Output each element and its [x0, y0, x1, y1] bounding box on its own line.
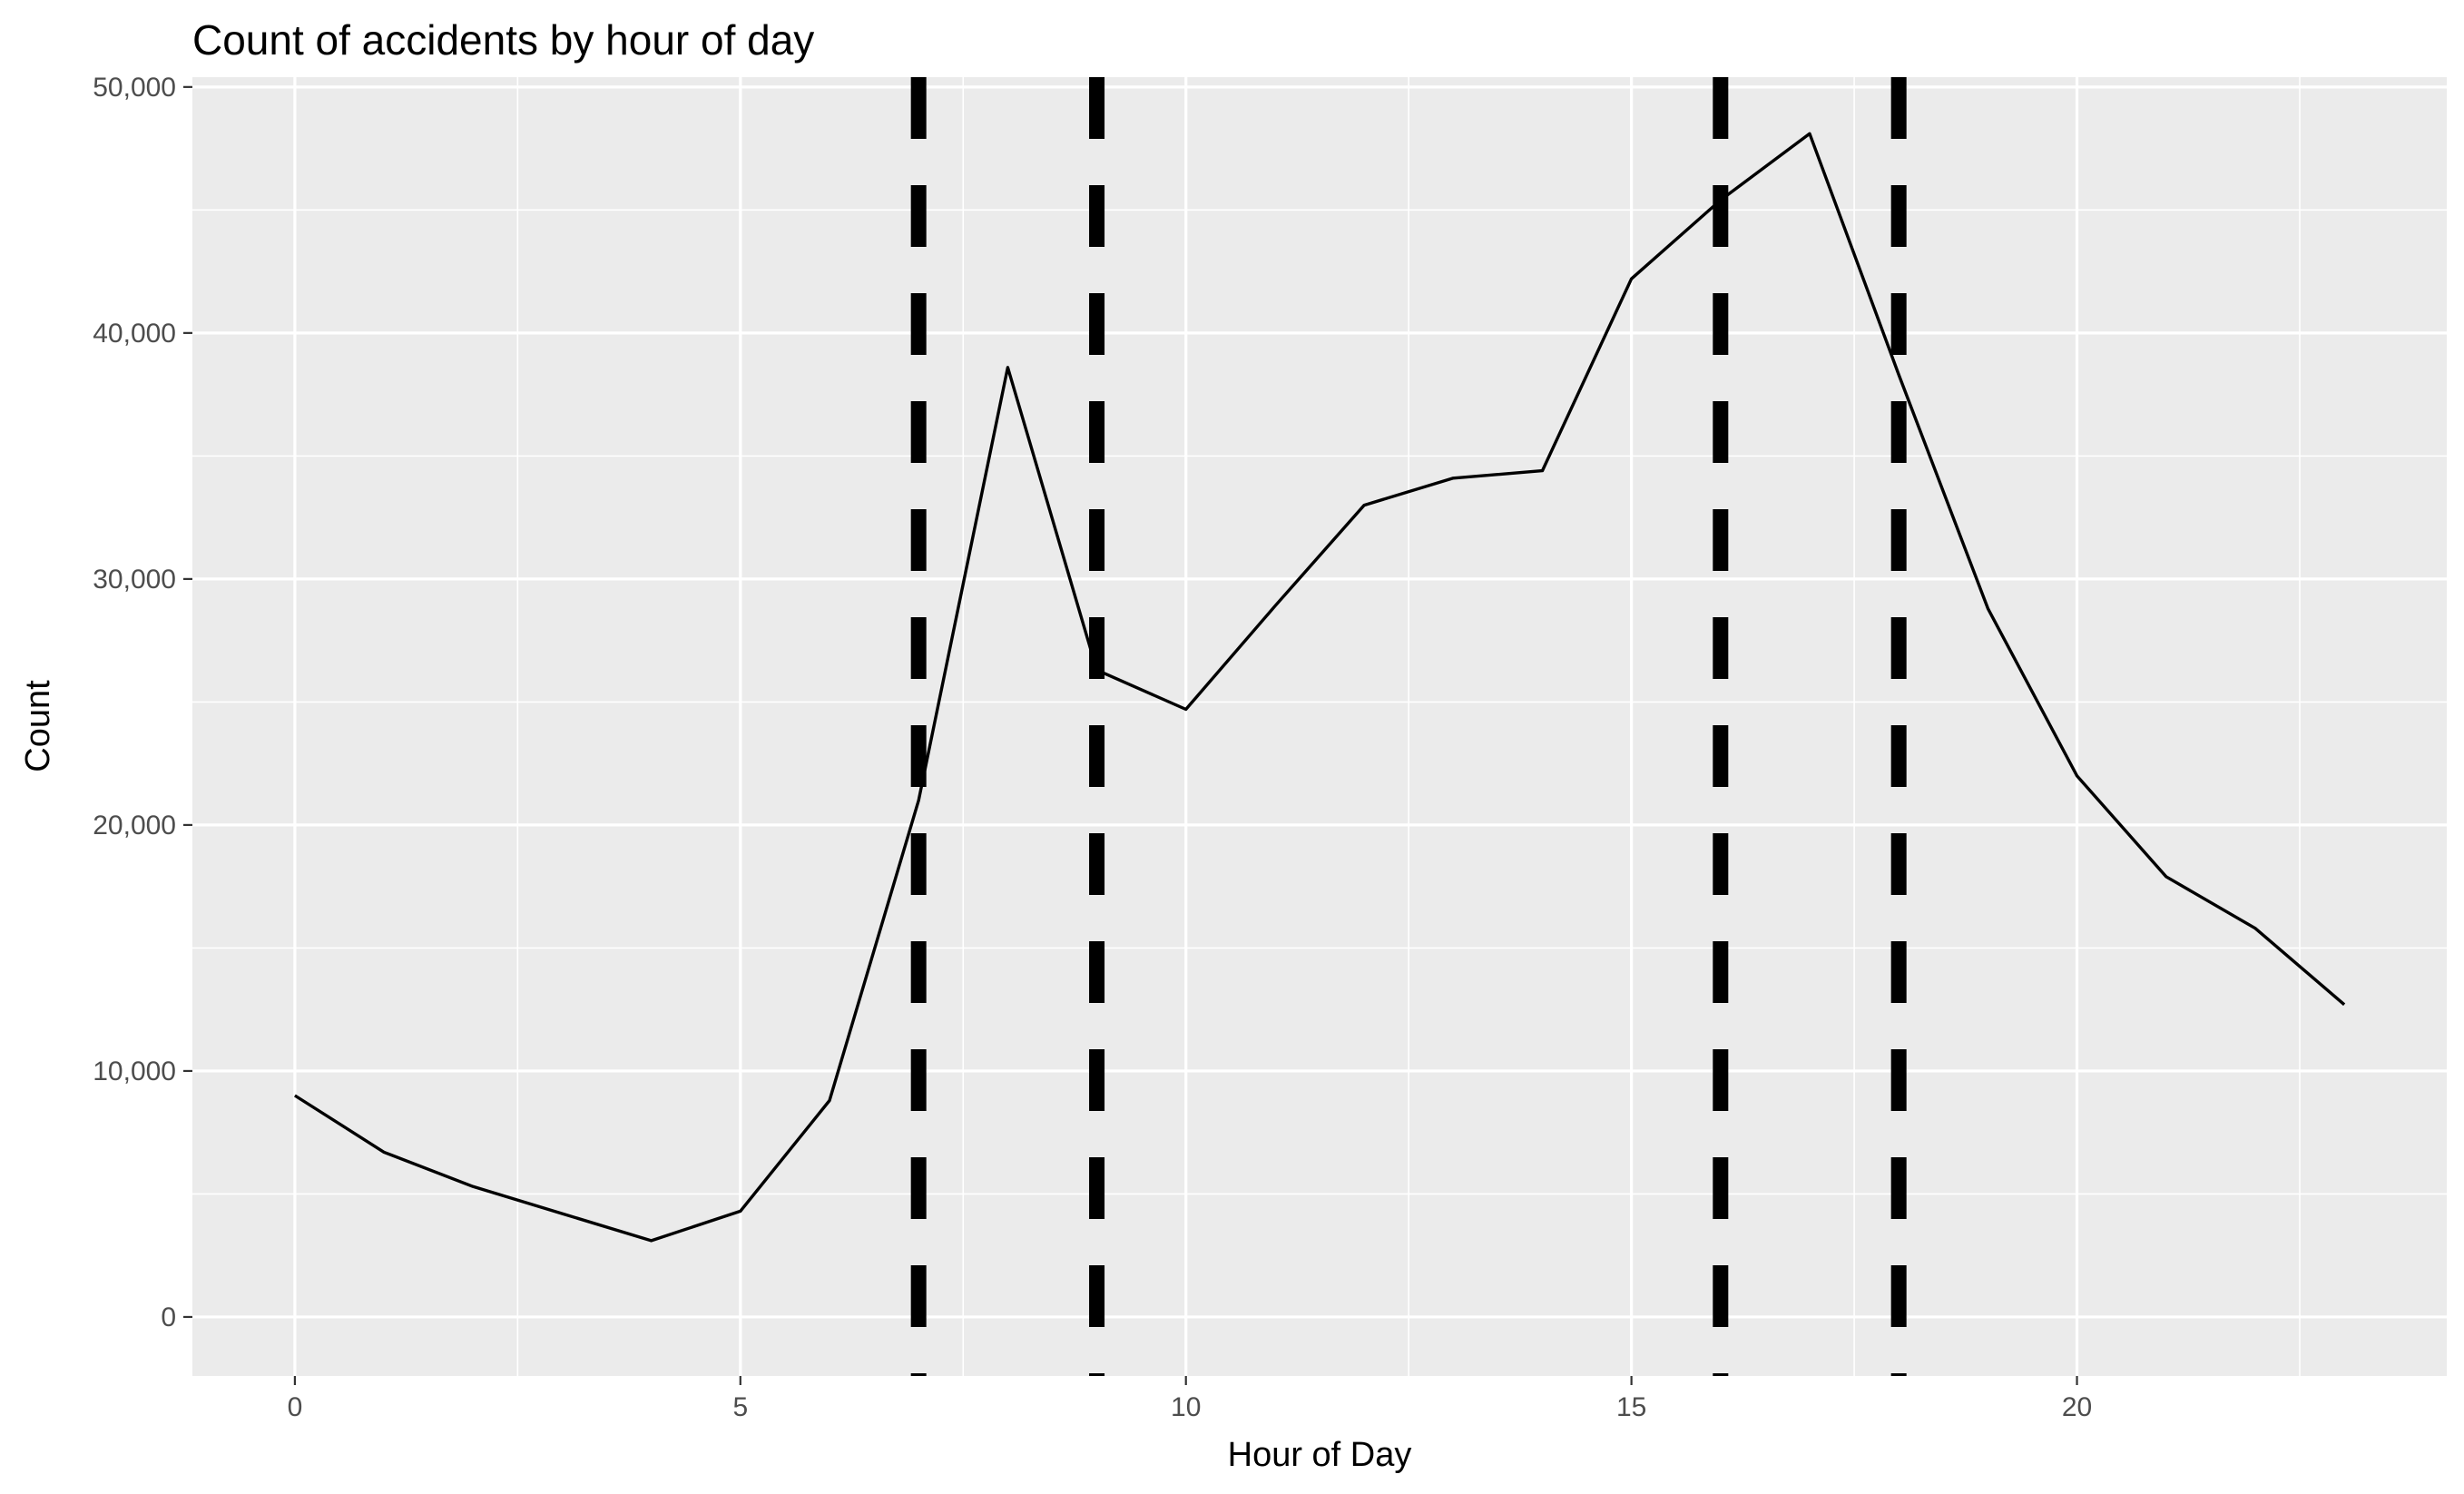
- y-axis-title: Count: [19, 680, 57, 772]
- x-tick-label: 15: [1616, 1392, 1646, 1422]
- x-tick-label: 20: [2062, 1392, 2092, 1422]
- y-axis: 0 10,000 20,000 30,000 40,000 50,000: [93, 73, 192, 1332]
- accident-count-line: [293, 132, 2346, 1243]
- chart-title: Count of accidents by hour of day: [192, 16, 814, 64]
- y-tick-label: 50,000: [93, 73, 176, 103]
- x-tick-label: 0: [288, 1392, 303, 1422]
- x-tick-label: 5: [732, 1392, 748, 1422]
- x-tick-label: 10: [1171, 1392, 1201, 1422]
- x-axis-title: Hour of Day: [1228, 1436, 1412, 1474]
- grid-lines: [192, 77, 2447, 1376]
- y-tick-label: 0: [161, 1302, 176, 1332]
- y-tick-label: 40,000: [93, 319, 176, 349]
- x-axis: 0 5 10 15 20: [288, 1376, 2092, 1422]
- plot-panel: [192, 77, 2447, 1376]
- series-layer: [293, 132, 2346, 1243]
- y-tick-label: 30,000: [93, 565, 176, 595]
- y-tick-label: 20,000: [93, 811, 176, 840]
- reference-lines: [910, 77, 1907, 1376]
- y-tick-label: 10,000: [93, 1057, 176, 1086]
